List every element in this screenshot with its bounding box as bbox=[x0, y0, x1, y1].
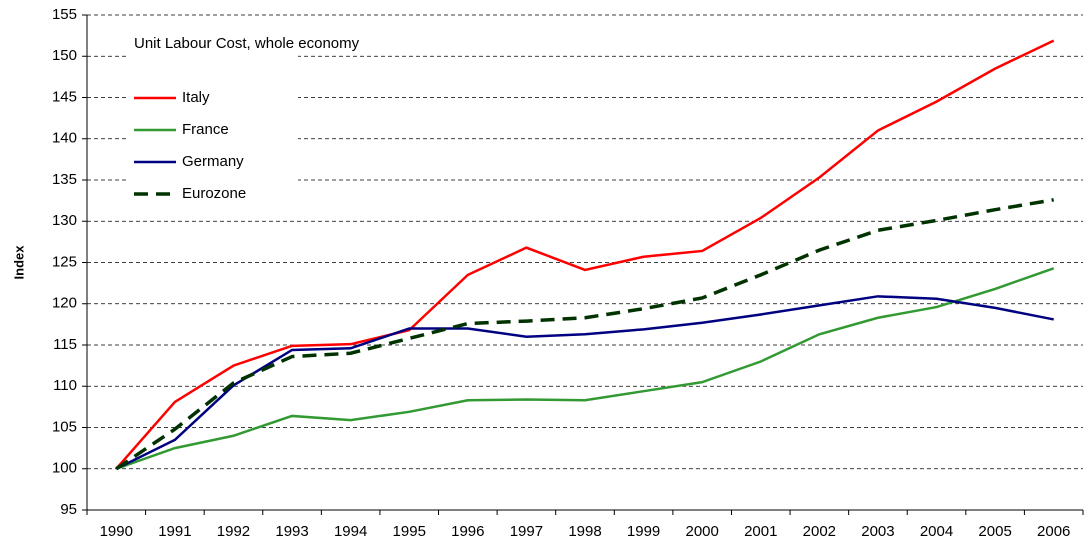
x-tick-label: 1994 bbox=[334, 523, 367, 540]
series-line bbox=[115, 39, 1055, 470]
legend-label: Italy bbox=[182, 89, 210, 106]
legend-label: Eurozone bbox=[182, 185, 246, 202]
x-tick-label: 2006 bbox=[1037, 523, 1070, 540]
legend-box bbox=[128, 30, 298, 212]
x-tick-label: 2002 bbox=[803, 523, 836, 540]
x-tick-label: 2000 bbox=[685, 523, 718, 540]
x-tick-label: 2004 bbox=[920, 523, 953, 540]
series-line bbox=[115, 295, 1054, 470]
x-tick-label: 1999 bbox=[627, 523, 660, 540]
x-tick-label: 1993 bbox=[275, 523, 308, 540]
legend-label: France bbox=[182, 121, 229, 138]
x-tick-label: 1991 bbox=[158, 523, 191, 540]
x-tick-label: 2003 bbox=[861, 523, 894, 540]
legend-label: Germany bbox=[182, 153, 244, 170]
y-tick-label: 125 bbox=[52, 253, 77, 270]
y-tick-label: 95 bbox=[60, 501, 77, 518]
y-tick-label: 130 bbox=[52, 212, 77, 229]
x-tick-label: 1996 bbox=[451, 523, 484, 540]
y-tick-label: 120 bbox=[52, 295, 77, 312]
y-tick-label: 140 bbox=[52, 130, 77, 147]
y-tick-label: 105 bbox=[52, 418, 77, 435]
x-tick-label: 2005 bbox=[978, 523, 1011, 540]
annotation: Unit Labour Cost, whole economy bbox=[134, 35, 360, 52]
y-tick-label: 110 bbox=[53, 377, 77, 394]
x-tick-label: 1990 bbox=[100, 523, 133, 540]
y-tick-label: 155 bbox=[52, 6, 77, 23]
y-tick-label: 100 bbox=[52, 460, 77, 477]
y-tick-label: 150 bbox=[52, 47, 77, 64]
y-axis-label: Index bbox=[11, 245, 26, 280]
x-tick-label: 1998 bbox=[568, 523, 601, 540]
x-tick-label: 1995 bbox=[393, 523, 426, 540]
x-tick-label: 1997 bbox=[510, 523, 543, 540]
y-tick-label: 115 bbox=[53, 336, 77, 353]
x-tick-label: 1992 bbox=[217, 523, 250, 540]
series-line bbox=[115, 267, 1055, 470]
series-line bbox=[115, 198, 1055, 471]
x-tick-label: 2001 bbox=[744, 523, 777, 540]
y-tick-label: 145 bbox=[52, 88, 77, 105]
y-tick-label: 135 bbox=[52, 171, 77, 188]
